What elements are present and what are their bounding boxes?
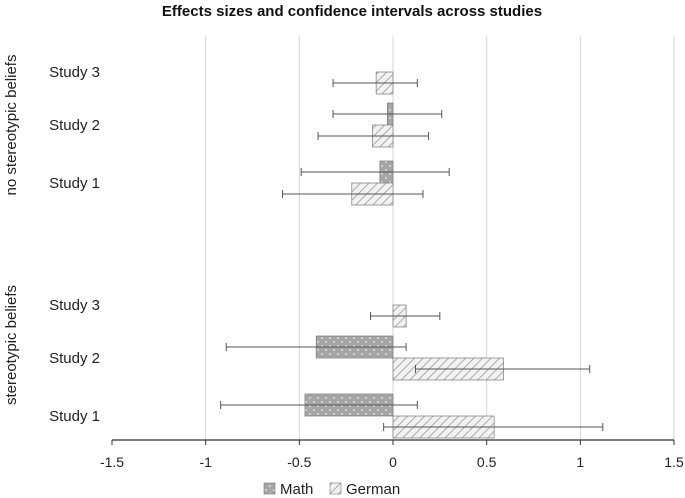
category-label: Study 1 bbox=[49, 175, 100, 192]
x-tick-label: 0 bbox=[389, 454, 397, 470]
chart-title: Effects sizes and confidence intervals a… bbox=[162, 3, 542, 20]
category-label: Study 1 bbox=[49, 408, 100, 425]
legend-swatch-german bbox=[329, 482, 342, 495]
x-tick-label: 0.5 bbox=[477, 454, 497, 470]
category-label: Study 3 bbox=[49, 64, 100, 81]
x-tick-label: -0.5 bbox=[287, 454, 311, 470]
category-label: Study 3 bbox=[49, 297, 100, 314]
x-axis: -1.5 -1 -0.5 0 0.5 1 1.5 bbox=[100, 439, 684, 470]
category-label: Study 2 bbox=[49, 350, 100, 367]
error-bars bbox=[220, 79, 604, 431]
bars bbox=[304, 71, 504, 439]
legend-swatch-math bbox=[263, 482, 276, 495]
group-label: no stereotypic beliefs bbox=[3, 55, 20, 196]
x-tick-label: 1 bbox=[576, 454, 584, 470]
legend-label-german: German bbox=[346, 481, 400, 498]
legend: Math German bbox=[263, 481, 400, 498]
legend-label-math: Math bbox=[280, 481, 313, 498]
x-tick-label: -1 bbox=[199, 454, 212, 470]
group-label: stereotypic beliefs bbox=[3, 285, 20, 405]
x-tick-label: 1.5 bbox=[664, 454, 684, 470]
group-labels: no stereotypic beliefs stereotypic belief… bbox=[3, 55, 20, 405]
x-tick-label: -1.5 bbox=[100, 454, 124, 470]
category-label: Study 2 bbox=[49, 117, 100, 134]
category-labels: Study 3 Study 2 Study 1 Study 3 Study 2 Study… bbox=[49, 64, 100, 425]
